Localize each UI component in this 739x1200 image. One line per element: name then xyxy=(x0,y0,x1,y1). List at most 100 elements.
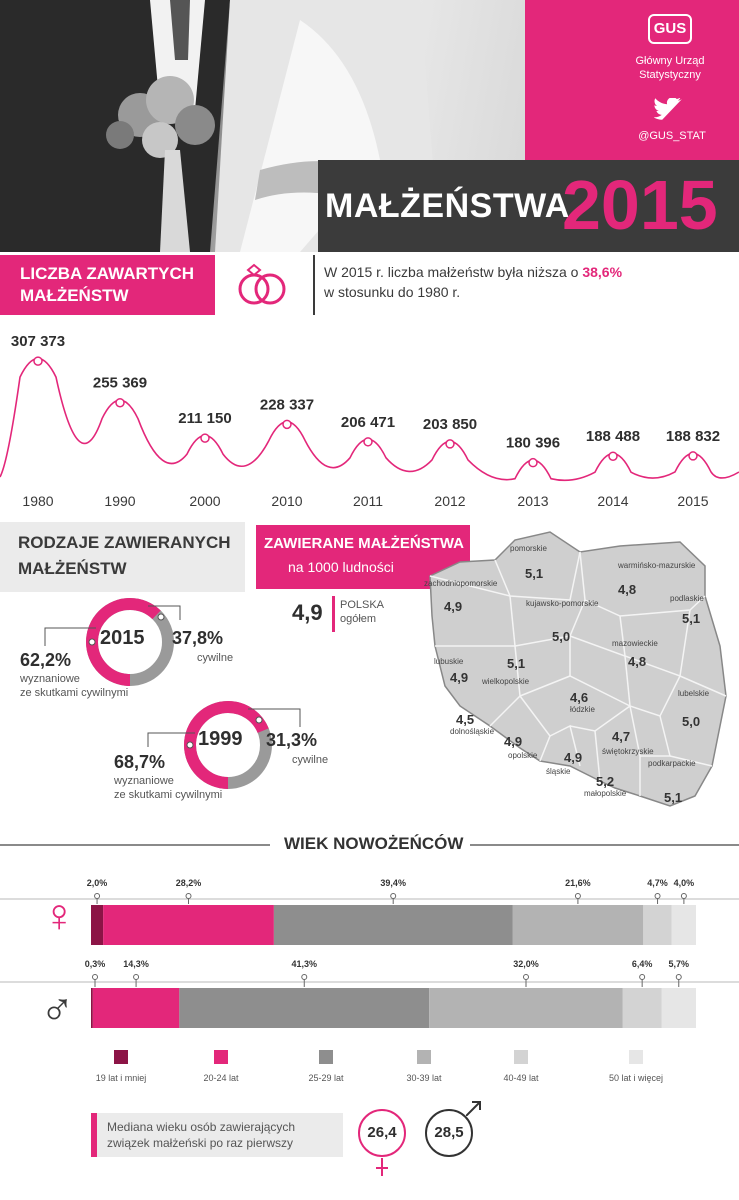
male-symbol-small-icon xyxy=(466,1101,481,1116)
x-tick-label: 2011 xyxy=(353,493,383,509)
bar-leader-dot xyxy=(185,893,192,899)
marriages-description: W 2015 r. liczba małżeństw była niższa o… xyxy=(324,262,622,302)
bar-leader-dot xyxy=(94,893,101,899)
x-tick-label: 1980 xyxy=(22,493,53,509)
bar-leader-dot xyxy=(133,974,140,980)
female-icon: ♀ xyxy=(42,889,77,941)
donut-leader-lines xyxy=(44,605,181,646)
bar-segment xyxy=(643,905,672,945)
legend-swatch xyxy=(114,1050,128,1064)
donut-marker xyxy=(88,638,96,646)
bar-value-label: 4,0% xyxy=(674,878,695,888)
description-text: W 2015 r. liczba małżeństw była niższa o xyxy=(324,264,583,280)
poland-label-line: ogółem xyxy=(340,613,377,625)
map-region-value: 4,6 xyxy=(570,690,588,705)
marriage-rate-label: ZAWIERANE MAŁŻEŃSTWA na 1000 ludności xyxy=(256,525,470,589)
bar-value-label: 41,3% xyxy=(291,959,317,969)
map-region-value: 4,8 xyxy=(618,582,636,597)
median-box: Mediana wieku osób zawierających związek… xyxy=(91,1113,343,1157)
legend-swatch xyxy=(417,1050,431,1064)
bar-segment xyxy=(661,988,696,1028)
marriages-label-line: LICZBA ZAWARTYCH xyxy=(20,264,195,283)
bar-value-label: 0,3% xyxy=(85,959,106,969)
religious-label: wyznaniowe ze skutkami cywilnymi xyxy=(20,672,128,700)
legend-label: 30-39 lat xyxy=(406,1073,442,1083)
map-region-name: lubelskie xyxy=(678,689,710,698)
religious-label-line: ze skutkami cywilnymi xyxy=(114,789,223,801)
x-tick-label: 2012 xyxy=(434,493,465,509)
map-region-value: 4,9 xyxy=(450,670,468,685)
donut-marker xyxy=(157,613,165,621)
bar-value-label: 4,7% xyxy=(647,878,668,888)
description-text: w stosunku do 1980 r. xyxy=(324,284,461,300)
map-region-value: 5,1 xyxy=(507,656,525,671)
types-label-line: MAŁŻEŃSTW xyxy=(18,559,127,578)
median-female: 26,4 xyxy=(358,1109,406,1157)
median-text-line: Mediana wieku osób zawierających xyxy=(107,1120,296,1134)
legend-label: 19 lat i mniej xyxy=(95,1073,147,1083)
x-tick-label: 2014 xyxy=(597,493,628,509)
age-section-title: WIEK NOWOŻEŃCÓW xyxy=(284,834,464,853)
map-region-name: warmińsko-mazurskie xyxy=(617,561,696,570)
map-region-name: kujawsko-pomorskie xyxy=(526,599,599,608)
gus-logo: GUS xyxy=(648,14,692,44)
data-label: 228 337 xyxy=(260,396,314,413)
divider xyxy=(313,255,315,315)
data-point xyxy=(282,419,292,430)
x-tick-label: 2015 xyxy=(677,493,708,509)
x-tick-label: 2000 xyxy=(189,493,220,509)
bar-segment xyxy=(622,988,662,1028)
poland-map: pomorskie 5,1 warmińsko-mazurskie 4,8 za… xyxy=(424,531,727,807)
poland-divider xyxy=(332,596,335,632)
map-region-name: podlaskie xyxy=(670,594,704,603)
religious-pct: 68,7% xyxy=(114,752,166,772)
org-name-line: Statystyczny xyxy=(639,69,701,81)
map-region-name: podkarpackie xyxy=(648,759,696,768)
marriages-count-label: LICZBA ZAWARTYCH MAŁŻEŃSTW xyxy=(0,255,215,315)
twitter-handle[interactable]: @GUS_STAT xyxy=(638,130,706,142)
legend-swatch xyxy=(514,1050,528,1064)
bar-leader-dot xyxy=(639,974,646,980)
data-point xyxy=(200,433,210,443)
twitter-icon[interactable] xyxy=(654,98,682,120)
x-tick-label: 2013 xyxy=(517,493,548,509)
bar-segment xyxy=(92,988,180,1028)
civil-label: cywilne xyxy=(197,652,234,664)
median-male: 28,5 xyxy=(425,1109,473,1157)
poland-label-line: POLSKA xyxy=(340,599,385,611)
bar-leader-dot xyxy=(92,974,98,980)
data-point xyxy=(528,457,538,468)
poland-rate: 4,9 xyxy=(292,600,323,625)
poland-label: POLSKA ogółem xyxy=(340,598,384,626)
rate-label: ZAWIERANE MAŁŻEŃSTWA xyxy=(264,535,464,552)
data-point xyxy=(445,439,455,449)
data-label: 188 488 xyxy=(586,428,640,445)
map-region-value: 4,9 xyxy=(504,734,522,749)
data-label: 188 832 xyxy=(666,428,720,445)
religious-label-line: wyznaniowe xyxy=(20,673,80,685)
bar-segment xyxy=(179,988,430,1028)
map-region-name: świętokrzyskie xyxy=(602,747,654,756)
donut-year: 1999 xyxy=(198,728,243,750)
rate-sublabel: na 1000 ludności xyxy=(288,559,394,575)
page-title: MAŁŻEŃSTWA xyxy=(325,187,570,225)
line-series xyxy=(0,358,739,482)
legend-label: 20-24 lat xyxy=(203,1073,239,1083)
bar-leader-dot xyxy=(301,974,308,980)
age-stacked-bar-chart: 2,0% 28,2% 39,4% 21,6% 4,7% 4,0% 0,3% 14,3% 41,3… xyxy=(0,878,739,1028)
map-region-name: opolskie xyxy=(508,751,538,760)
data-label: 203 850 xyxy=(423,416,477,433)
donut-2015 xyxy=(86,598,174,686)
bar-leader-dot xyxy=(390,893,397,899)
bar-leader-dot xyxy=(574,893,581,899)
bar-segment xyxy=(91,988,93,1028)
bar-segment xyxy=(429,988,623,1028)
civil-label: cywilne xyxy=(292,754,329,766)
map-labels: pomorskie 5,1 warmińsko-mazurskie 4,8 za… xyxy=(424,544,710,805)
data-label: 180 396 xyxy=(506,435,560,452)
bar-segment xyxy=(103,905,274,945)
legend-label: 40-49 lat xyxy=(503,1073,539,1083)
bar-segment xyxy=(91,905,104,945)
bar-segment xyxy=(273,905,513,945)
map-region-value: 4,7 xyxy=(612,729,630,744)
